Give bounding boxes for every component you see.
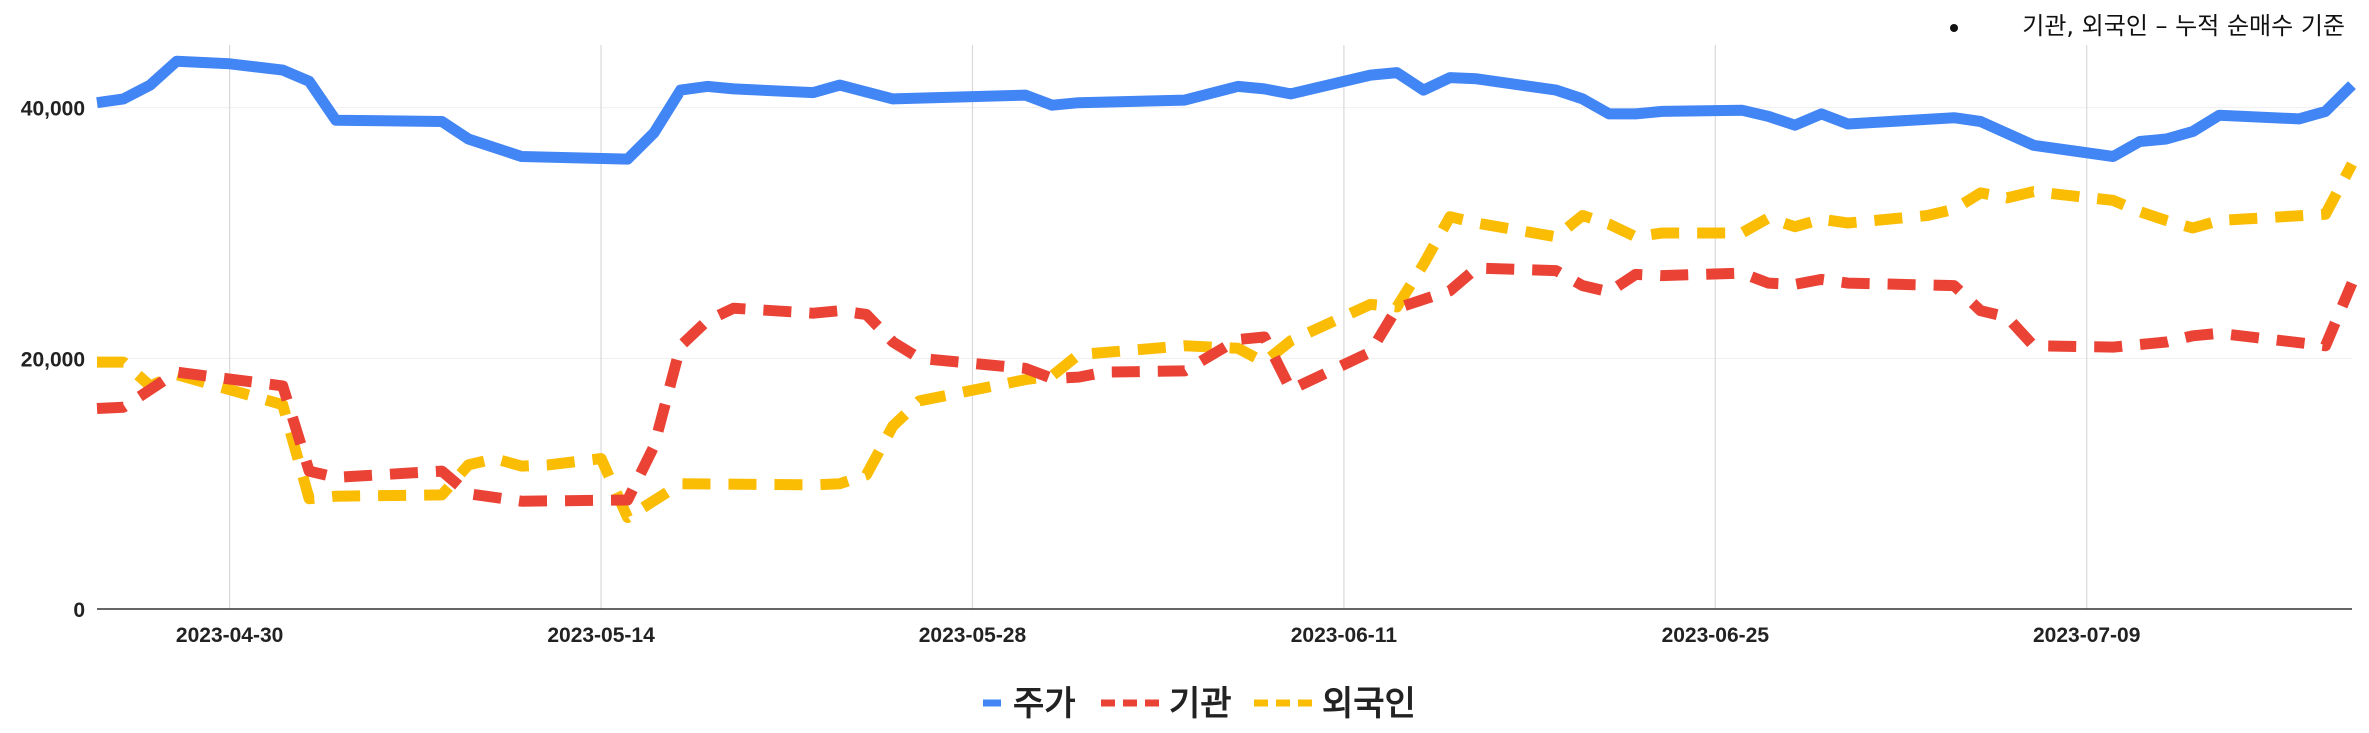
grid <box>97 45 2352 609</box>
note-text: 기관, 외국인 – 누적 순매수 기준 <box>2022 12 2345 40</box>
x-tick-label: 2023-07-09 <box>2033 624 2140 647</box>
y-tick-label: 20,000 <box>21 348 85 371</box>
chart-note: 기관, 외국인 – 누적 순매수 기준 <box>1950 12 2345 40</box>
series-lines <box>96 55 2358 523</box>
legend-item: 외국인 <box>1254 684 1416 724</box>
y-tick-labels: 0 20,000 40,000 <box>21 98 85 622</box>
x-tick-label: 2023-06-11 <box>1291 624 1398 647</box>
legend-label: 기관 <box>1169 684 1232 724</box>
series-line-foreigner <box>97 161 2357 523</box>
x-tick-label: 2023-05-14 <box>547 624 655 647</box>
note-bullet <box>1950 24 1958 32</box>
series-line-institution <box>96 262 2358 507</box>
legend-item: 주가 <box>983 684 1076 724</box>
legend-label: 외국인 <box>1322 684 1416 724</box>
y-tick-label: 0 <box>73 599 85 622</box>
x-tick-labels: 2023-04-30 2023-05-14 2023-05-28 2023-06-11… <box>176 624 2140 647</box>
legend-label: 주가 <box>1013 684 1076 724</box>
x-tick-label: 2023-04-30 <box>176 624 283 647</box>
y-tick-label: 40,000 <box>21 98 85 121</box>
legend: 주가 기관 외국인 <box>983 684 1416 724</box>
x-tick-label: 2023-05-28 <box>919 624 1027 647</box>
legend-item: 기관 <box>1101 684 1232 724</box>
x-tick-label: 2023-06-25 <box>1662 624 1770 647</box>
series-line-price <box>96 55 2356 165</box>
